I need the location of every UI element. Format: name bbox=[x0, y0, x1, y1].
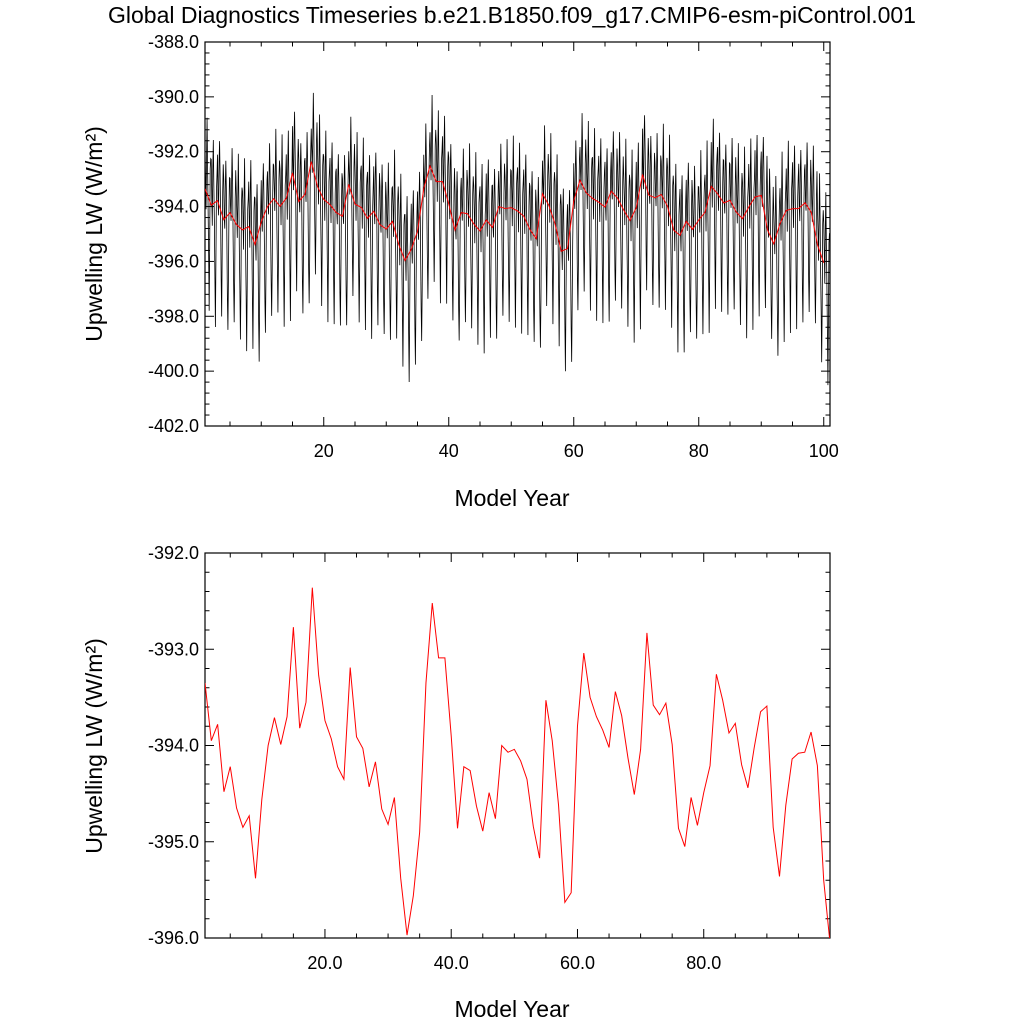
bottom-y-tick-label: -394.0 bbox=[148, 736, 199, 756]
top-x-tick-label: 100 bbox=[809, 441, 839, 461]
bottom-y-tick-label: -393.0 bbox=[148, 639, 199, 659]
top-y-tick-label: -400.0 bbox=[148, 361, 199, 381]
top-chart: -402.0 -400.0 -398.0 -396.0 -394.0 -392.0 -390… bbox=[81, 32, 839, 511]
top-series-annual-line bbox=[205, 161, 825, 263]
top-x-tick-label: 40 bbox=[439, 441, 459, 461]
top-ticks: -402.0 -400.0 -398.0 -396.0 -394.0 -392.0 -390… bbox=[148, 32, 839, 461]
top-series bbox=[205, 92, 830, 386]
top-series-monthly-line bbox=[205, 92, 830, 386]
bottom-series bbox=[205, 587, 830, 938]
bottom-plot-frame bbox=[204, 552, 831, 939]
bottom-y-tick-label: -395.0 bbox=[148, 832, 199, 852]
bottom-y-axis-title: Upwelling LW (W/m²) bbox=[81, 638, 107, 854]
top-x-tick-label: 20 bbox=[314, 441, 334, 461]
top-y-tick-label: -396.0 bbox=[148, 251, 199, 271]
top-y-axis-title: Upwelling LW (W/m²) bbox=[81, 126, 107, 342]
bottom-x-axis-title: Model Year bbox=[454, 996, 569, 1022]
page-title: Global Diagnostics Timeseries b.e21.B185… bbox=[108, 2, 916, 28]
top-y-tick-label: -402.0 bbox=[148, 416, 199, 436]
top-y-tick-label: -398.0 bbox=[148, 306, 199, 326]
bottom-y-tick-label: -392.0 bbox=[148, 543, 199, 563]
bottom-x-tick-label: 20.0 bbox=[307, 953, 342, 973]
top-x-axis-title: Model Year bbox=[454, 485, 569, 511]
top-y-tick-label: -390.0 bbox=[148, 87, 199, 107]
top-y-tick-label: -394.0 bbox=[148, 197, 199, 217]
bottom-y-tick-label: -396.0 bbox=[148, 928, 199, 948]
top-x-tick-label: 80 bbox=[689, 441, 709, 461]
top-x-tick-label: 60 bbox=[564, 441, 584, 461]
bottom-x-tick-label: 60.0 bbox=[560, 953, 595, 973]
bottom-chart: -396.0 -395.0 -394.0 -393.0 -392.0 20.0 40.0 60… bbox=[81, 543, 831, 1022]
top-plot-frame bbox=[204, 41, 831, 427]
bottom-ticks: -396.0 -395.0 -394.0 -393.0 -392.0 20.0 40.0 60… bbox=[148, 543, 831, 973]
bottom-x-tick-label: 40.0 bbox=[434, 953, 469, 973]
top-y-tick-label: -388.0 bbox=[148, 32, 199, 52]
bottom-series-annual-line bbox=[205, 587, 830, 938]
top-y-tick-label: -392.0 bbox=[148, 142, 199, 162]
bottom-x-tick-label: 80.0 bbox=[686, 953, 721, 973]
